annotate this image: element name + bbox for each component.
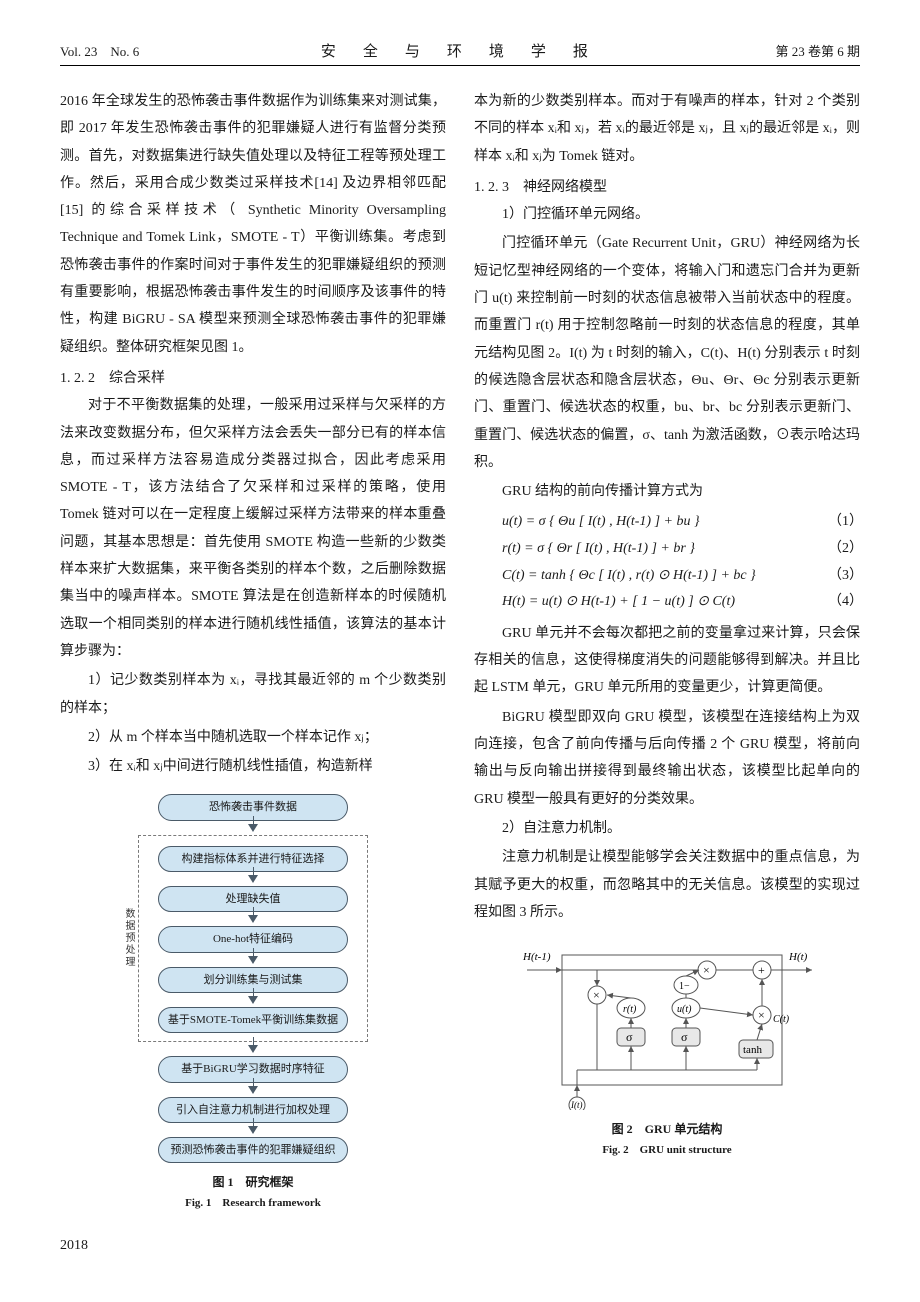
label-u: u(t): [677, 1004, 692, 1015]
step-2: 2）从 m 个样本当中随机选取一个样本记作 xⱼ；: [60, 724, 446, 751]
equation-block: u(t) = σ { Θu [ I(t) , H(t-1) ] + bu } （…: [502, 509, 860, 615]
fig2-caption-cn: 图 2 GRU 单元结构: [474, 1120, 860, 1139]
right-column: 本为新的少数类别样本。而对于有噪声的样本，针对 2 个类别不同的样本 xᵢ和 x…: [474, 88, 860, 1210]
fig1-caption-cn: 图 1 研究框架: [60, 1173, 446, 1192]
fig2-caption-en: Fig. 2 GRU unit structure: [474, 1141, 860, 1157]
fc-arrow-icon: [248, 875, 258, 883]
page-header: Vol. 23 No. 6 安 全 与 环 境 学 报 第 23 卷第 6 期: [60, 40, 860, 66]
gru-diagram-svg: H(t-1) H(t) I(t) × × + ×: [517, 940, 817, 1110]
step-3: 3）在 xᵢ和 xⱼ中间进行随机线性插值，构造新样: [60, 753, 446, 780]
figure-1-flowchart: 恐怖袭击事件数据 数据预处理 构建指标体系并进行特征选择 处理缺失值 One-h…: [60, 794, 446, 1210]
header-right: 第 23 卷第 6 期: [775, 41, 860, 60]
step-1: 1）记少数类别样本为 xᵢ，寻找其最近邻的 m 个少数类别的样本；: [60, 667, 446, 722]
two-column-body: 2016 年全球发生的恐怖袭击事件数据作为训练集来对测试集，即 2017 年发生…: [60, 88, 860, 1210]
heading-1-2-2: 1. 2. 2 综合采样: [60, 365, 446, 392]
heading-1-2-3: 1. 2. 3 神经网络模型: [474, 174, 860, 201]
sigma-gate-1: σ: [626, 1030, 633, 1044]
equation-3: C(t) = tanh { Θc [ I(t) , r(t) ⊙ H(t-1) …: [502, 563, 860, 590]
label-r: r(t): [623, 1004, 637, 1015]
eq-lhs: H(t) = u(t) ⊙ H(t-1) + [ 1 − u(t) ] ⊙ C(…: [502, 589, 735, 616]
header-center-journal-title: 安 全 与 环 境 学 报: [321, 40, 594, 61]
fc-arrow-icon: [248, 956, 258, 964]
fc-box-5: 基于SMOTE-Tomek平衡训练集数据: [158, 1007, 348, 1033]
label-C: C(t): [773, 1014, 790, 1025]
label-one-minus: 1−: [679, 981, 690, 992]
svg-text:×: ×: [758, 1008, 765, 1022]
svg-text:×: ×: [703, 963, 710, 977]
fc-arrow-icon: [248, 1045, 258, 1053]
para-gru-desc: 门控循环单元（Gate Recurrent Unit，GRU）神经网络为长短记忆…: [474, 230, 860, 476]
fc-preprocess-group: 数据预处理 构建指标体系并进行特征选择 处理缺失值 One-hot特征编码 划分…: [138, 835, 368, 1042]
eq-num: （4）: [828, 589, 860, 616]
header-left: Vol. 23 No. 6: [60, 41, 139, 60]
figure-2-gru-unit: H(t-1) H(t) I(t) × × + ×: [474, 940, 860, 1157]
subhead-gru: 1）门控循环单元网络。: [474, 201, 860, 228]
para-sampling: 对于不平衡数据集的处理，一般采用过采样与欠采样的方法来改变数据分布，但欠采样方法…: [60, 392, 446, 665]
eq-lhs: r(t) = σ { Θr [ I(t) , H(t-1) ] + br }: [502, 536, 695, 563]
equation-4: H(t) = u(t) ⊙ H(t-1) + [ 1 − u(t) ] ⊙ C(…: [502, 589, 860, 616]
subhead-attn: 2）自注意力机制。: [474, 815, 860, 842]
left-column: 2016 年全球发生的恐怖袭击事件数据作为训练集来对测试集，即 2017 年发生…: [60, 88, 446, 1210]
eq-num: （1）: [828, 509, 860, 536]
para-gru-adv: GRU 单元并不会每次都把之前的变量拿过来计算，只会保存相关的信息，这使得梯度消…: [474, 620, 860, 702]
fc-arrow-icon: [248, 1126, 258, 1134]
svg-text:×: ×: [593, 988, 600, 1002]
label-H-in: H(t-1): [522, 951, 551, 963]
eq-num: （3）: [828, 563, 860, 590]
fig1-caption-en: Fig. 1 Research framework: [60, 1194, 446, 1210]
eq-num: （2）: [828, 536, 860, 563]
equation-2: r(t) = σ { Θr [ I(t) , H(t-1) ] + br } （…: [502, 536, 860, 563]
svg-text:+: +: [758, 963, 765, 977]
fc-box-8: 预测恐怖袭击事件的犯罪嫌疑组织: [158, 1137, 348, 1163]
fc-arrow-icon: [248, 915, 258, 923]
tanh-gate: tanh: [743, 1044, 762, 1056]
fc-arrow-icon: [248, 824, 258, 832]
para-attn: 注意力机制是让模型能够学会关注数据中的重点信息，为其赋予更大的权重，而忽略其中的…: [474, 844, 860, 926]
fc-arrow-icon: [248, 996, 258, 1004]
para-intro: 2016 年全球发生的恐怖袭击事件数据作为训练集来对测试集，即 2017 年发生…: [60, 88, 446, 361]
fc-group-label: 数据预处理: [121, 908, 136, 968]
eq-lhs: u(t) = σ { Θu [ I(t) , H(t-1) ] + bu }: [502, 509, 700, 536]
page-number: 2018: [60, 1238, 860, 1254]
para-tomek: 本为新的少数类别样本。而对于有噪声的样本，针对 2 个类别不同的样本 xᵢ和 x…: [474, 88, 860, 170]
para-forward-prop: GRU 结构的前向传播计算方式为: [474, 478, 860, 505]
label-I: I(t): [570, 1100, 583, 1110]
sigma-gate-2: σ: [681, 1030, 688, 1044]
equation-1: u(t) = σ { Θu [ I(t) , H(t-1) ] + bu } （…: [502, 509, 860, 536]
para-bigru: BiGRU 模型即双向 GRU 模型，该模型在连接结构上为双向连接，包含了前向传…: [474, 704, 860, 813]
eq-lhs: C(t) = tanh { Θc [ I(t) , r(t) ⊙ H(t-1) …: [502, 563, 756, 590]
fc-arrow-icon: [248, 1086, 258, 1094]
label-H-out: H(t): [788, 951, 808, 963]
